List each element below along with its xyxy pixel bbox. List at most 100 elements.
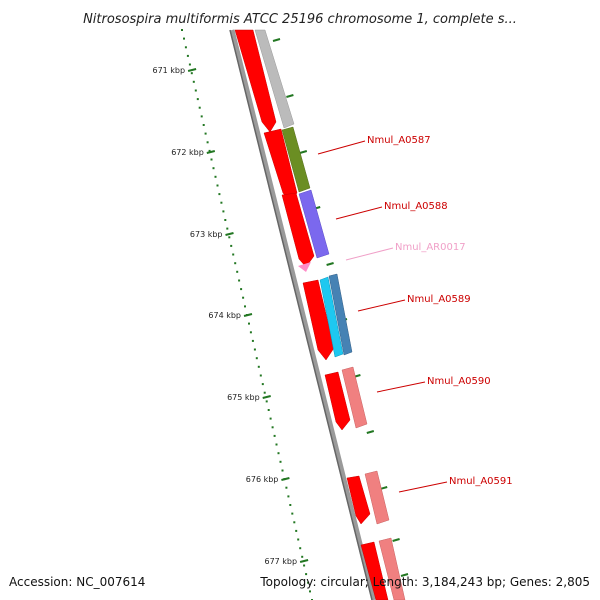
scale-dot bbox=[297, 538, 300, 541]
outer-dash bbox=[366, 430, 375, 434]
scale-dot bbox=[275, 443, 278, 446]
scale-dot bbox=[277, 452, 280, 455]
cds-arrow[interactable] bbox=[360, 541, 389, 600]
feature-salmon[interactable] bbox=[364, 470, 390, 525]
gene-label[interactable]: Nmul_A0587 bbox=[367, 135, 431, 146]
feature-salmon[interactable] bbox=[341, 366, 368, 429]
scale-dot bbox=[204, 132, 207, 135]
scale-dot bbox=[192, 80, 195, 83]
cds-arrow[interactable] bbox=[281, 192, 315, 268]
scale-dot bbox=[224, 219, 227, 221]
scale-dot bbox=[196, 98, 199, 101]
scale-dot bbox=[186, 54, 189, 57]
scale-dot bbox=[271, 426, 274, 429]
scale-tick bbox=[262, 395, 271, 399]
feature-gray[interactable] bbox=[254, 29, 295, 129]
scale-dot bbox=[253, 348, 256, 351]
tick-label: 672 kbp bbox=[171, 148, 204, 157]
scale-dot bbox=[234, 262, 237, 265]
scale-dot bbox=[210, 158, 213, 161]
scale-dot bbox=[208, 149, 211, 152]
tick-label: 676 kbp bbox=[246, 475, 279, 484]
scale-dot bbox=[267, 409, 270, 411]
scale-dot bbox=[301, 555, 304, 558]
scale-dot bbox=[220, 201, 223, 204]
scale-dot bbox=[222, 210, 225, 213]
gene-label[interactable]: Nmul_A0591 bbox=[449, 476, 513, 487]
cds-arrow[interactable] bbox=[234, 29, 277, 133]
feature-olive[interactable] bbox=[281, 126, 311, 193]
scale-dot bbox=[230, 244, 233, 247]
scale-dotted-line bbox=[181, 29, 313, 600]
feature-steel[interactable] bbox=[328, 273, 353, 356]
scale-dot bbox=[299, 547, 302, 550]
scale-dot bbox=[295, 529, 298, 532]
scale-dot bbox=[212, 167, 215, 170]
scale-dot bbox=[265, 400, 268, 403]
gene-label[interactable]: Nmul_A0590 bbox=[427, 376, 491, 387]
feature-track bbox=[234, 29, 406, 600]
scale-dot bbox=[194, 89, 197, 92]
outer-dash bbox=[286, 94, 294, 98]
scale-dot bbox=[309, 590, 311, 593]
scale-dot bbox=[305, 573, 308, 576]
scale-dot bbox=[226, 227, 229, 230]
feature-rrna[interactable] bbox=[298, 262, 311, 272]
scale-dot bbox=[281, 469, 284, 472]
outer-dash bbox=[299, 150, 308, 154]
scale-dot bbox=[255, 357, 258, 360]
outer-dash bbox=[326, 262, 334, 266]
scale-dot bbox=[257, 365, 260, 368]
scale-dot bbox=[214, 175, 217, 178]
scale-dot bbox=[198, 106, 201, 109]
outer-dash bbox=[392, 538, 400, 542]
scale-dot bbox=[248, 322, 250, 325]
scale-dot bbox=[244, 305, 246, 308]
cds-arrow[interactable] bbox=[302, 279, 335, 361]
scale-dot bbox=[269, 417, 272, 420]
map-title: Nitrosospira multiformis ATCC 25196 chro… bbox=[83, 12, 517, 27]
gene-label[interactable]: Nmul_A0589 bbox=[407, 294, 471, 305]
scale-tick bbox=[225, 232, 234, 236]
scale-dot bbox=[216, 184, 219, 187]
scale-dot bbox=[287, 495, 290, 498]
cds-arrow[interactable] bbox=[346, 475, 371, 525]
scale-dot bbox=[183, 37, 185, 40]
scale-ticks: 671 kbp 672 kbp 673 kbp 674 kbp 675 kbp 676 k… bbox=[152, 66, 309, 566]
gene-labels: Nmul_A0587 Nmul_A0588 Nmul_AR0017 Nmul_A… bbox=[367, 135, 513, 487]
scale-dot bbox=[285, 486, 288, 489]
cds-arrow[interactable] bbox=[324, 371, 351, 431]
scale-dot bbox=[228, 236, 231, 239]
outer-dash bbox=[400, 573, 409, 577]
scale-dot bbox=[200, 115, 203, 118]
scale-dot bbox=[188, 63, 191, 66]
feature-cyan[interactable] bbox=[319, 276, 344, 358]
tick-label: 677 kbp bbox=[264, 557, 297, 566]
scale-dot bbox=[190, 72, 193, 75]
feature-purple[interactable] bbox=[298, 189, 330, 259]
scale-dot bbox=[236, 270, 239, 273]
scale-tick bbox=[243, 313, 253, 317]
scale-dot bbox=[293, 521, 296, 524]
scale-dot bbox=[291, 512, 294, 515]
scale-tick bbox=[299, 559, 309, 563]
topology-text: Topology: circular; Length: 3,184,243 bp… bbox=[259, 575, 590, 589]
scale-dot bbox=[232, 253, 235, 256]
scale-dot bbox=[307, 581, 310, 584]
gene-leaders bbox=[317, 140, 448, 493]
scale-dot bbox=[263, 391, 266, 394]
scale-tick bbox=[281, 477, 290, 481]
tick-label: 675 kbp bbox=[227, 393, 260, 402]
scale-dot bbox=[242, 296, 245, 299]
scale-dot bbox=[279, 460, 282, 463]
scale-dot bbox=[251, 339, 254, 342]
scale-tick bbox=[206, 150, 216, 154]
scale-dot bbox=[240, 288, 243, 291]
scale-dot bbox=[238, 279, 241, 282]
scale-dot bbox=[289, 504, 292, 506]
tick-label: 673 kbp bbox=[190, 230, 223, 239]
gene-label[interactable]: Nmul_A0588 bbox=[384, 201, 448, 212]
gene-label[interactable]: Nmul_AR0017 bbox=[395, 242, 466, 253]
feature-salmon[interactable] bbox=[378, 537, 406, 600]
